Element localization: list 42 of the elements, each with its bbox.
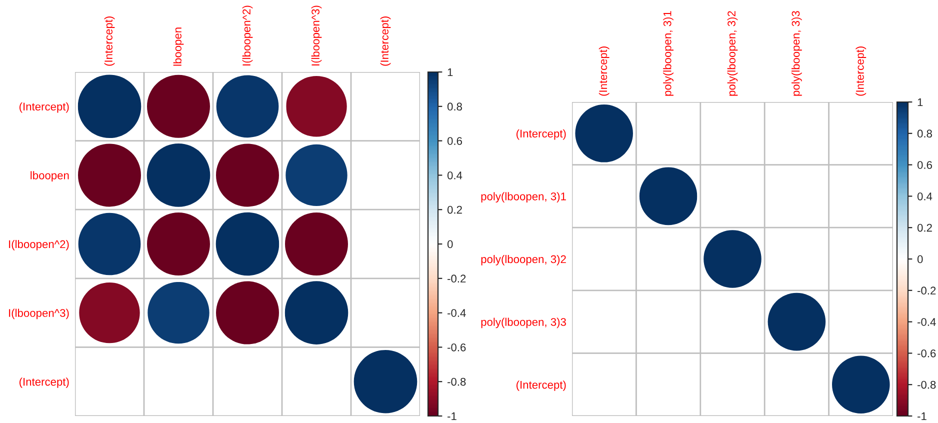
y-tick-label: lboopen xyxy=(30,171,69,182)
color-bar-label: -1 xyxy=(918,412,926,420)
y-tick-label: poly(lboopen, 3)2 xyxy=(481,254,566,266)
y-tick-label: (Intercept) xyxy=(516,129,566,140)
y-tick-label: I(lboopen^3) xyxy=(9,308,69,320)
y-tick-label: poly(lboopen, 3)1 xyxy=(481,192,566,203)
x-tick-label: I(lboopen^3) xyxy=(311,6,322,66)
color-bar-label: -0.2 xyxy=(448,274,466,283)
y-tick-label: (Intercept) xyxy=(20,102,69,113)
color-bar-label: 0.4 xyxy=(917,192,932,200)
color-bar-label: -0.2 xyxy=(918,286,936,295)
color-bar-label: -0.4 xyxy=(918,318,936,326)
color-bar-label: -0.4 xyxy=(448,309,466,317)
color-bar-label: -0.6 xyxy=(918,349,936,358)
x-tick-label: (Intercept) xyxy=(380,16,391,66)
color-bar-label: 0 xyxy=(917,255,923,264)
color-bar-label: 0.2 xyxy=(447,206,462,214)
color-bar-label: -1 xyxy=(448,412,456,420)
color-bar-label: 1 xyxy=(918,98,923,106)
color-bar-label: -0.8 xyxy=(918,380,936,389)
color-bar-label: -0.8 xyxy=(448,378,466,386)
color-bar-label: 0.8 xyxy=(917,130,932,138)
x-tick-label: I(lboopen^2) xyxy=(242,6,253,66)
x-tick-label: (Intercept) xyxy=(598,46,610,96)
x-tick-label: (Intercept) xyxy=(104,16,115,66)
x-tick-label: poly(lboopen, 3)3 xyxy=(792,11,802,96)
x-tick-label: lboopen xyxy=(173,28,184,66)
x-tick-label: poly(lboopen, 3)1 xyxy=(663,11,674,96)
color-bar-label: 0.6 xyxy=(917,161,932,169)
color-bar-label: -0.6 xyxy=(448,343,466,352)
x-tick-label: poly(lboopen, 3)2 xyxy=(727,11,738,96)
color-bar-label: 0 xyxy=(447,240,453,248)
color-bar-label: 0.8 xyxy=(447,102,462,111)
y-tick-label: (Intercept) xyxy=(516,380,566,391)
x-tick-label: (Intercept) xyxy=(856,46,866,96)
y-tick-label: (Intercept) xyxy=(20,378,69,388)
color-bar-label: 0.6 xyxy=(447,137,462,145)
color-bar-label: 0.4 xyxy=(447,171,462,180)
color-bar-label: 1 xyxy=(448,68,453,76)
y-tick-label: poly(lboopen, 3)3 xyxy=(481,318,566,328)
y-tick-label: I(lboopen^2) xyxy=(9,240,69,250)
color-bar-label: 0.2 xyxy=(917,224,932,232)
